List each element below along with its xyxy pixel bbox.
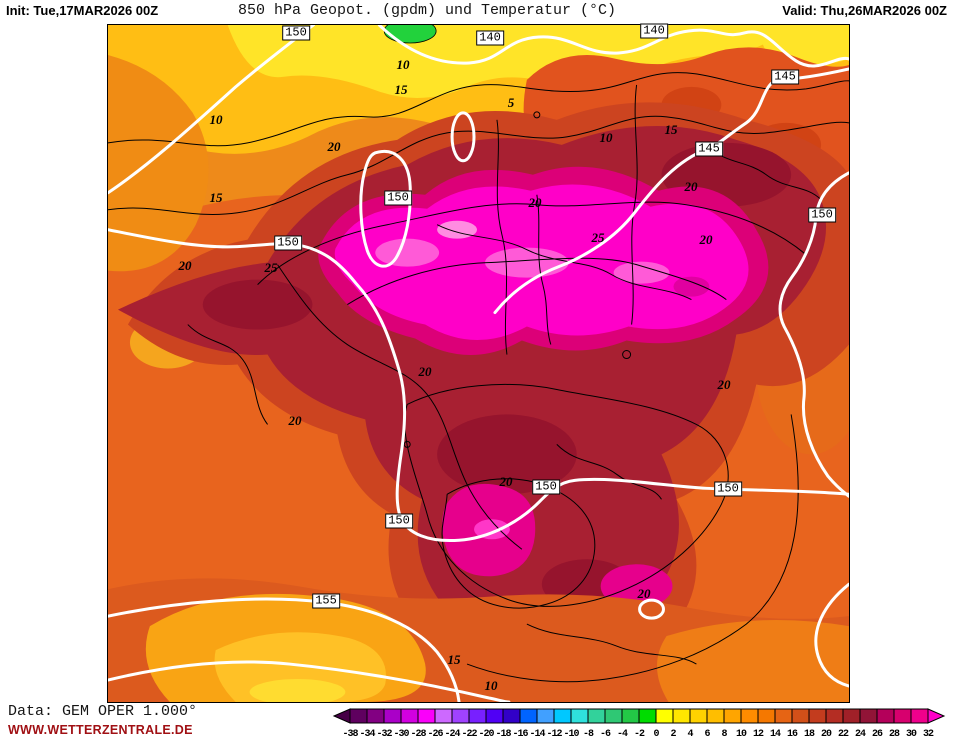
scale-box xyxy=(655,708,674,724)
scale-tick-label: -4 xyxy=(617,729,628,740)
scale-box xyxy=(757,708,776,724)
map-title: 850 hPa Geopot. (gpdm) und Temperatur (°… xyxy=(238,2,617,19)
scale-box xyxy=(553,708,572,724)
scale-box xyxy=(400,708,419,724)
scale-tick-label: 14 xyxy=(770,729,781,740)
scale-tick-label: -26 xyxy=(427,729,443,740)
init-time-label: Init: Tue,17MAR2026 00Z xyxy=(6,3,159,18)
scale-tick-label: -30 xyxy=(393,729,409,740)
scale-tick-label: -32 xyxy=(376,729,392,740)
scale-box xyxy=(434,708,453,724)
scale-tick-label: 24 xyxy=(855,729,866,740)
scale-tick-label: 26 xyxy=(872,729,883,740)
temperature-contour-lines xyxy=(108,72,849,683)
scale-tick-label: 16 xyxy=(787,729,798,740)
temperature-color-scale: -38 -34 -32 -30 -28 -26 -24 -22 -20 -18 -16 -14 -12-… xyxy=(332,708,956,740)
scale-tick-label: 20 xyxy=(821,729,832,740)
scale-box xyxy=(366,708,385,724)
scale-tick-label: 10 xyxy=(736,729,747,740)
color-scale-svg: -38 -34 -32 -30 -28 -26 -24 -22 -20 -18 -16 -14 -12-… xyxy=(332,708,946,740)
scale-box xyxy=(587,708,606,724)
scale-box xyxy=(706,708,725,724)
scale-box xyxy=(740,708,759,724)
scale-box xyxy=(383,708,402,724)
scale-box xyxy=(893,708,912,724)
scale-box xyxy=(842,708,861,724)
scale-box xyxy=(604,708,623,724)
valid-time-label: Valid: Thu,26MAR2026 00Z xyxy=(782,3,947,18)
scale-tick-label: -16 xyxy=(512,729,528,740)
scale-box xyxy=(774,708,793,724)
scale-box xyxy=(808,708,827,724)
scale-tick-label: -14 xyxy=(529,729,545,740)
scale-box xyxy=(689,708,708,724)
scale-box xyxy=(468,708,487,724)
scale-tick-label: -18 xyxy=(495,729,511,740)
scale-box xyxy=(417,708,436,724)
scale-tick-label: -22 xyxy=(461,729,477,740)
website-label: WWW.WETTERZENTRALE.DE xyxy=(8,723,193,737)
scale-box xyxy=(451,708,470,724)
scale-box xyxy=(536,708,555,724)
scale-box xyxy=(349,708,368,724)
scale-tick-label: -20 xyxy=(478,729,494,740)
scale-tick-label: -6 xyxy=(600,729,611,740)
scale-tick-label: 28 xyxy=(889,729,900,740)
scale-tick-label: -12 xyxy=(546,729,562,740)
scale-tick-label: 18 xyxy=(804,729,815,740)
scale-tick-label: 30 xyxy=(906,729,917,740)
scale-tick-label: 6 xyxy=(704,729,710,740)
scale-box xyxy=(876,708,895,724)
scale-box xyxy=(723,708,742,724)
data-source-label: Data: GEM OPER 1.000° xyxy=(8,703,198,720)
scale-box xyxy=(791,708,810,724)
weather-map-canvas: 150 140 140 145 145 150 150 150 150 150 150 155 10 10… xyxy=(107,23,850,703)
scale-box xyxy=(672,708,691,724)
scale-box xyxy=(825,708,844,724)
scale-box xyxy=(502,708,521,724)
scale-tick-label: -8 xyxy=(583,729,594,740)
scale-tick-label: 12 xyxy=(753,729,764,740)
scale-tick-label: 22 xyxy=(838,729,849,740)
scale-tick-label: -24 xyxy=(444,729,460,740)
scale-tick-label: -28 xyxy=(410,729,426,740)
scale-tick-label: 8 xyxy=(721,729,727,740)
scale-tick-label: -38 xyxy=(342,729,358,740)
scale-tick-label: 32 xyxy=(923,729,934,740)
scale-tick-label: -10 xyxy=(563,729,579,740)
temperature-fill-map xyxy=(108,25,849,702)
scale-box xyxy=(638,708,657,724)
scale-tick-label: 4 xyxy=(687,729,693,740)
scale-box xyxy=(519,708,538,724)
scale-tick-label: -2 xyxy=(634,729,645,740)
scale-tick-label: 0 xyxy=(653,729,659,740)
scale-box xyxy=(570,708,589,724)
scale-box xyxy=(621,708,640,724)
scale-box xyxy=(485,708,504,724)
scale-tick-label: -34 xyxy=(359,729,375,740)
scale-box xyxy=(910,708,929,724)
scale-box xyxy=(859,708,878,724)
scale-tick-label: 2 xyxy=(670,729,676,740)
